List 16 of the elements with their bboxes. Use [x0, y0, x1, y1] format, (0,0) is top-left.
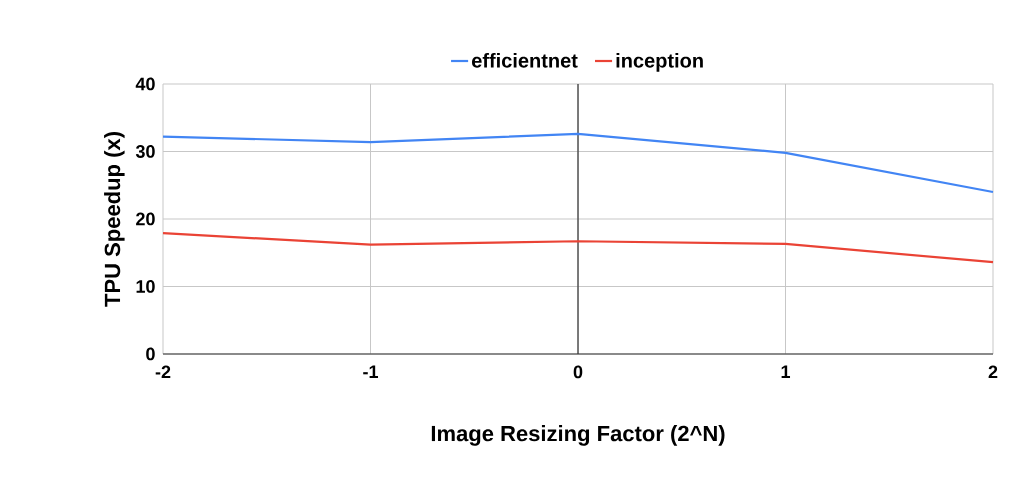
x-tick-label: -2: [155, 365, 171, 379]
x-tick-label: 0: [573, 365, 583, 379]
y-tick-label: 30: [135, 145, 155, 158]
x-axis-title: Image Resizing Factor (2^N): [431, 425, 725, 446]
y-tick-label: 0: [146, 347, 155, 361]
x-tick-label: -1: [363, 365, 379, 378]
y-axis-title: TPU Speedup (x): [104, 132, 125, 307]
x-tick-label: 2: [988, 365, 998, 379]
legend-label: efficientnet: [472, 53, 578, 68]
x-tick-label: 1: [781, 365, 791, 378]
line-series: [161, 232, 995, 264]
line-series: [161, 132, 995, 194]
legend-label: inception: [616, 53, 703, 72]
y-tick-label: 40: [135, 77, 155, 91]
y-tick-label: 10: [136, 280, 155, 293]
y-tick-label: 20: [136, 212, 155, 226]
